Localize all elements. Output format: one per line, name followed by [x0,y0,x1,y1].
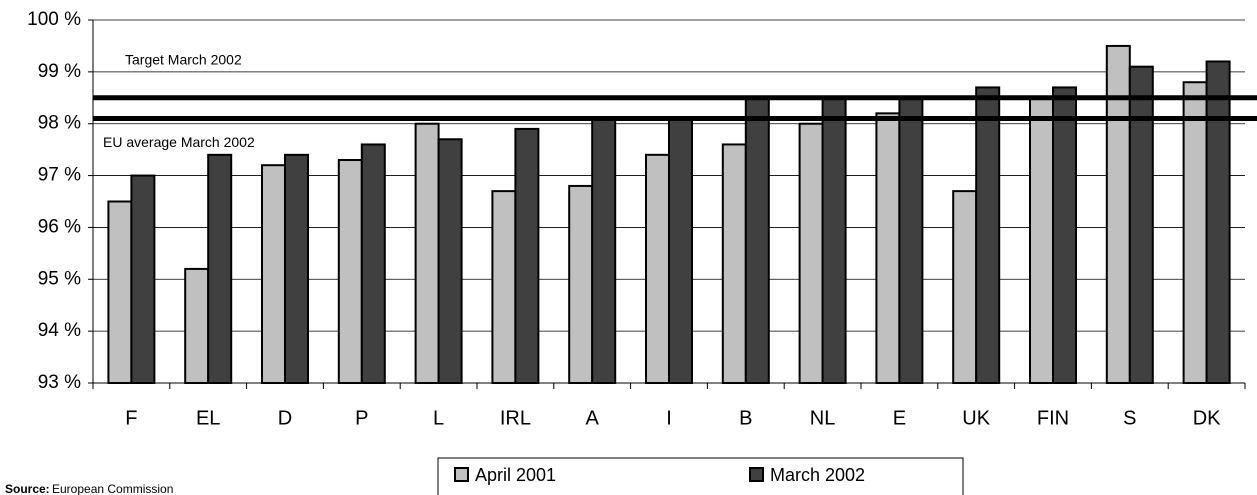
bar [1182,81,1208,384]
y-tick-label: 95 % [38,268,81,289]
bar [261,164,286,384]
reference-label: EU average March 2002 [103,134,255,150]
bar [875,112,901,384]
y-tick-label: 93 % [38,372,81,393]
y-tick-label: 98 % [38,113,81,134]
bar [975,86,1001,385]
bar [514,127,540,384]
x-tick-label: I [666,407,672,429]
x-tick-label: B [739,407,752,429]
x-tick-label: F [125,407,137,429]
bar [107,200,133,384]
bar [1029,96,1054,385]
x-tick-label: EL [196,407,220,429]
bar [1128,65,1154,385]
bar [337,159,363,384]
bar [130,174,156,384]
legend-swatch [454,467,469,482]
bar [568,184,594,384]
bar [952,190,978,384]
bar [184,267,210,384]
bar [1205,60,1231,384]
legend-box [437,457,964,495]
legend-label: April 2001 [475,465,556,485]
y-tick-label: 99 % [38,61,81,82]
x-tick-label: S [1123,407,1136,429]
bar [284,153,309,384]
legend-swatch [749,467,764,482]
bar [798,122,824,384]
y-tick-label: 100 % [27,9,81,30]
bar [437,138,463,384]
bar [744,96,770,385]
bar [591,117,617,385]
bar [1052,86,1077,385]
bar [414,122,440,384]
source-text: European Commission [52,482,173,495]
x-tick-label: UK [962,407,990,429]
bar [668,117,693,385]
x-tick-label: D [278,407,292,429]
y-tick-label: 97 % [38,165,81,186]
bar [491,190,517,384]
bar [360,143,386,384]
reference-label: Target March 2002 [125,51,242,67]
x-tick-label: A [586,407,600,429]
x-tick-label: E [893,407,906,429]
x-tick-label: IRL [500,407,531,429]
y-tick-label: 96 % [38,216,81,237]
bar [645,153,670,384]
x-tick-label: P [355,407,368,429]
x-tick-label: NL [810,407,836,429]
bar [721,143,747,384]
bar [207,153,233,384]
x-tick-label: FIN [1037,407,1069,429]
x-tick-label: L [433,407,444,429]
bar [821,96,847,385]
legend-label: March 2002 [770,465,865,485]
y-tick-label: 94 % [38,320,81,341]
source-label: Source: [5,482,50,495]
bar [898,96,924,385]
x-tick-label: DK [1193,407,1221,429]
